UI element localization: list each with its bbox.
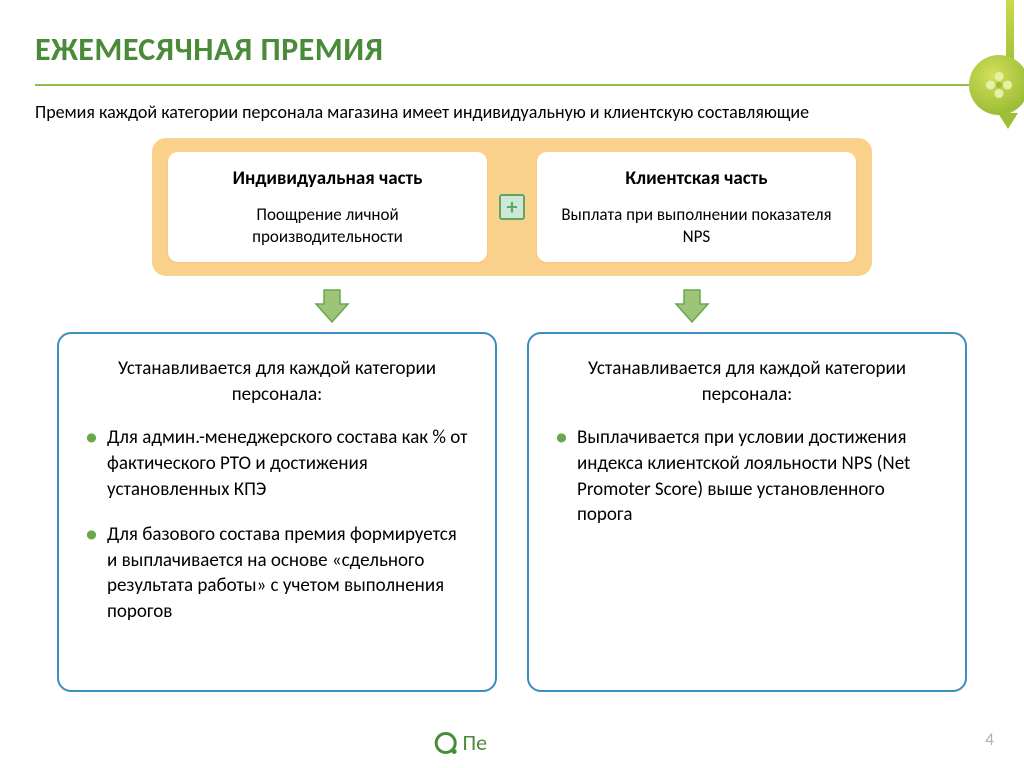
page-number: 4 <box>985 729 994 750</box>
list-item: Выплачивается при условии достижения инд… <box>555 425 939 528</box>
individual-detail-list: Для админ.-менеджерского состава как % о… <box>85 425 469 624</box>
individual-part-desc: Поощрение личной производительности <box>188 204 467 248</box>
client-detail-head: Устанавливается для каждой категории пер… <box>555 356 939 407</box>
client-part-box: Клиентская часть Выплата при выполнении … <box>537 152 856 262</box>
client-part-title: Клиентская часть <box>557 167 836 190</box>
page-title: ЕЖЕМЕСЯЧНАЯ ПРЕМИЯ <box>0 0 1024 79</box>
individual-part-box: Индивидуальная часть Поощрение личной пр… <box>168 152 487 262</box>
list-item: Для админ.-менеджерского состава как % о… <box>85 425 469 502</box>
subtitle: Премия каждой категории персонала магази… <box>0 101 1024 138</box>
arrow-down-icon <box>672 286 712 326</box>
client-detail-box: Устанавливается для каждой категории пер… <box>527 332 967 692</box>
client-detail-list: Выплачивается при условии достижения инд… <box>555 425 939 528</box>
arrow-down-icon <box>312 286 352 326</box>
brand-circle-icon <box>434 732 456 754</box>
individual-detail-head: Устанавливается для каждой категории пер… <box>85 356 469 407</box>
components-container: Индивидуальная часть Поощрение личной пр… <box>152 138 872 276</box>
title-underline <box>35 84 989 86</box>
plus-icon: + <box>499 194 525 220</box>
individual-part-title: Индивидуальная часть <box>188 167 467 190</box>
arrows-row <box>152 286 872 326</box>
brand-ribbon <box>966 0 1024 170</box>
details-row: Устанавливается для каждой категории пер… <box>0 332 1024 692</box>
client-part-desc: Выплата при выполнении показателя NPS <box>557 204 836 248</box>
individual-detail-box: Устанавливается для каждой категории пер… <box>57 332 497 692</box>
clover-icon <box>982 68 1016 102</box>
footer-brand: Пе <box>434 729 487 756</box>
brand-text-fragment: Пе <box>462 729 487 756</box>
list-item: Для базового состава премия формируется … <box>85 522 469 625</box>
